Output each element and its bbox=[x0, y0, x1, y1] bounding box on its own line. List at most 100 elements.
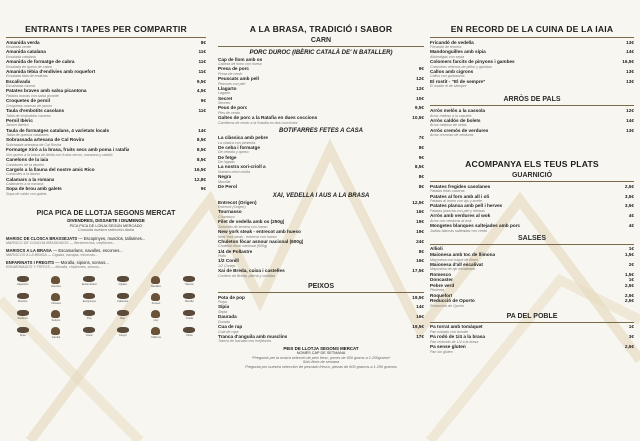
menu-item-price: 12€ bbox=[626, 107, 634, 113]
divider bbox=[430, 181, 634, 182]
seafood-label: Escopinyes bbox=[82, 299, 96, 303]
seafood-icon bbox=[116, 326, 129, 333]
menu-item-name: Peuscats amb pell bbox=[218, 76, 259, 82]
menu-item: Croquetes de pernil 9€ Croquetas caseras d… bbox=[6, 98, 206, 108]
grandma-list: Fricandó de vedella 13€ Fricandó de terner… bbox=[430, 40, 634, 89]
seafood-item: Sardines bbox=[6, 309, 39, 322]
seafood-item: Pop bbox=[73, 309, 106, 322]
menu-item: Maionesa amb toc de llimona 1,5€ Mayonesa … bbox=[430, 252, 634, 262]
menu-item: Tranca d'anguila amb musclins 17€ Tranca d… bbox=[218, 334, 424, 344]
menu-item-name: Taula d'embotits casolans bbox=[6, 108, 65, 114]
menu-item-row: Escalivada 9,5€ bbox=[6, 79, 206, 85]
menu-item-row: Formatge Xiró a la brasa, fruits secs am… bbox=[6, 147, 206, 153]
seafood-icon bbox=[16, 326, 29, 333]
menu-item-translation: Dorada bbox=[218, 319, 230, 324]
menu-item-price: 8€ bbox=[418, 144, 424, 150]
menu-item-name: Fricandó de vedella bbox=[430, 39, 474, 45]
menu-item: Cua de rap 19,5€ Cola de rape bbox=[218, 324, 424, 334]
menu-item: La nostra xori-crioll a 8,5€ Nuestra chori… bbox=[218, 164, 424, 174]
pork-title: PORC DUROC (IBÈRIC CATALÀ DE' N BATALLER… bbox=[249, 49, 393, 56]
menu-item-row: Entrecot (Origen) 12,5€ bbox=[218, 200, 424, 206]
menu-item: Patates braves amb salsa picantona 4,5€ Pa… bbox=[6, 88, 206, 98]
menu-item-name: Presa de porc bbox=[218, 66, 250, 72]
menu-item-name: Amanida catalana bbox=[6, 49, 46, 55]
menu-item-price: 19€ bbox=[416, 219, 424, 225]
seafood-item: Navalles bbox=[139, 275, 172, 288]
menu-item-translation: Chuletón fócar nacional (600g) bbox=[218, 244, 268, 249]
menu-item-name: Mandonguilles amb sípia bbox=[430, 49, 486, 55]
menu-item-row: Calamars a la romana 12,8€ bbox=[6, 177, 206, 183]
market-entry-rest: — Moralla, sipions, sonsos... bbox=[54, 260, 109, 266]
menu-item-row: Cargols a la llauna del nostre amic Rico… bbox=[6, 167, 206, 173]
menu-item-row: Amanida de formatge de cabra 11€ bbox=[6, 59, 206, 65]
seafood-item: Gamba bbox=[39, 326, 72, 339]
menu-item-price: 10€ bbox=[416, 95, 424, 101]
seafood-item: Tellerina bbox=[139, 326, 172, 339]
market-entry-rest: — Escamarlans, navalles, escorxes... bbox=[51, 248, 123, 254]
menu-item: Callos amb cigrons 13€ Callos con garbanzo… bbox=[430, 69, 634, 79]
menu-item-name: La nostra xori-crioll a bbox=[218, 164, 266, 170]
menu-item: Pota de pop 19,5€ Pulpo bbox=[218, 295, 424, 305]
market-entry-translation: MARISCOS A LA BRASA — Cigalas, navajas, … bbox=[6, 253, 98, 258]
menu-item-translation: Patatas bravas con salsa picante bbox=[6, 94, 59, 99]
menu-item-price: 12,8€ bbox=[194, 176, 206, 182]
seafood-item: Moralla bbox=[173, 292, 206, 305]
menu-item: Peuscats amb pell 12€ Pescues con piel bbox=[218, 76, 424, 86]
menu-item-translation: El asado el de siempre bbox=[430, 84, 467, 89]
menu-item-name: Roquefort bbox=[430, 292, 453, 298]
seafood-item: Cigales bbox=[106, 275, 139, 288]
fish-market-weekend: NOMÉS CAP DE SETMANA bbox=[296, 351, 346, 356]
seafood-item: Escamarlans bbox=[73, 275, 106, 288]
menu-item-price: 16€ bbox=[416, 258, 424, 264]
market-entry-title: MARISCS A LA BRASA — Escamarlans, navall… bbox=[6, 248, 123, 253]
market-entry-line: MARISC DE CLOSCA BRASSEJATS — Escopinyes… bbox=[6, 236, 206, 241]
menu-item-translation: Fricandó de ternera bbox=[430, 45, 462, 50]
menu-item-name: Arròs amb verdures al wok bbox=[430, 213, 491, 219]
seafood-icon bbox=[51, 309, 61, 318]
fish-market-weekend-es: Sólo fines de semana bbox=[302, 360, 340, 365]
menu-item-name: Sípia bbox=[218, 304, 230, 310]
menu-item-name: Taula de formatges catalans, 4 varietats… bbox=[6, 127, 110, 133]
seafood-item: Calamars bbox=[106, 292, 139, 305]
menu-item: Patates al forn amb all i oli 3,5€ Patatas… bbox=[430, 194, 634, 204]
menu-item-row: De Perol 8€ bbox=[218, 184, 424, 190]
menu-item-translation: Arroz con verduras al wok bbox=[430, 218, 472, 223]
menu-item-name: 1/4 de Pollastre bbox=[218, 248, 253, 254]
seafood-label: Musclos bbox=[17, 299, 28, 303]
seafood-label: Cloïsses bbox=[51, 301, 61, 305]
menu-item-row: Pota de pop 19,5€ bbox=[218, 295, 424, 301]
menu-item-row: Croquetes de pernil 9€ bbox=[6, 98, 206, 104]
menu-item-price: 1€ bbox=[628, 277, 634, 283]
menu-item: El rostit - “El de sempre” 13€ El asado el… bbox=[430, 79, 634, 89]
seafood-item: Cloïsses bbox=[39, 292, 72, 305]
menu-item-row: Cua de rap 19,5€ bbox=[218, 324, 424, 330]
menu-item-price: 9€ bbox=[200, 186, 206, 192]
menu-item-name: Sobrassada artesana de Cal Rovira bbox=[6, 137, 85, 143]
menu-item-name: De fetge bbox=[218, 154, 237, 160]
menu-item-translation: Patatas fritas caseras bbox=[430, 189, 465, 194]
menu-item-name: Pa torrat amb tomàquet bbox=[430, 324, 483, 330]
menu-item-row: Secret 10€ bbox=[218, 96, 424, 102]
market-entry-title: ENFARINATS I FREGITS — Moralla, sipions,… bbox=[6, 260, 109, 265]
seafood-icon bbox=[151, 326, 161, 335]
menu-item-price: 8€ bbox=[418, 248, 424, 254]
menu-item-translation: Patatas plancha con piel y hierbas bbox=[430, 209, 485, 214]
menu-item: De fetge 9€ De hígado bbox=[218, 155, 424, 165]
seafood-icon bbox=[16, 309, 29, 316]
menu-item-row: Reducció de Oporto 2,5€ bbox=[430, 298, 634, 304]
menu-item-name: Patates planxa amb pell i herves bbox=[430, 203, 503, 209]
menu-item-price: 8,5€ bbox=[414, 164, 424, 170]
seafood-label: Seitons bbox=[51, 318, 61, 322]
menu-item-translation: Tabla de embutidos caseros bbox=[6, 113, 51, 118]
menu-item-translation: Pollo bbox=[218, 254, 226, 259]
menu-item-translation: Ensalada verde bbox=[6, 45, 31, 50]
fish-title: PEIXOS bbox=[307, 283, 335, 291]
menu-item-price: 19,5€ bbox=[412, 294, 424, 300]
menu-item-translation: Callos con garbanzos bbox=[430, 74, 465, 79]
menu-item: De ceba i formatge 8€ De cebolla y queso bbox=[218, 145, 424, 155]
menu-item-name: Filet de vedella amb os (250g) bbox=[218, 219, 285, 225]
fish-list: Pota de pop 19,5€ Pulpo Sípia 14€ Sepia Daurad… bbox=[218, 295, 424, 344]
menu-item-price: 2,5€ bbox=[624, 344, 634, 350]
menu-item-name: Escalivada bbox=[6, 78, 31, 84]
